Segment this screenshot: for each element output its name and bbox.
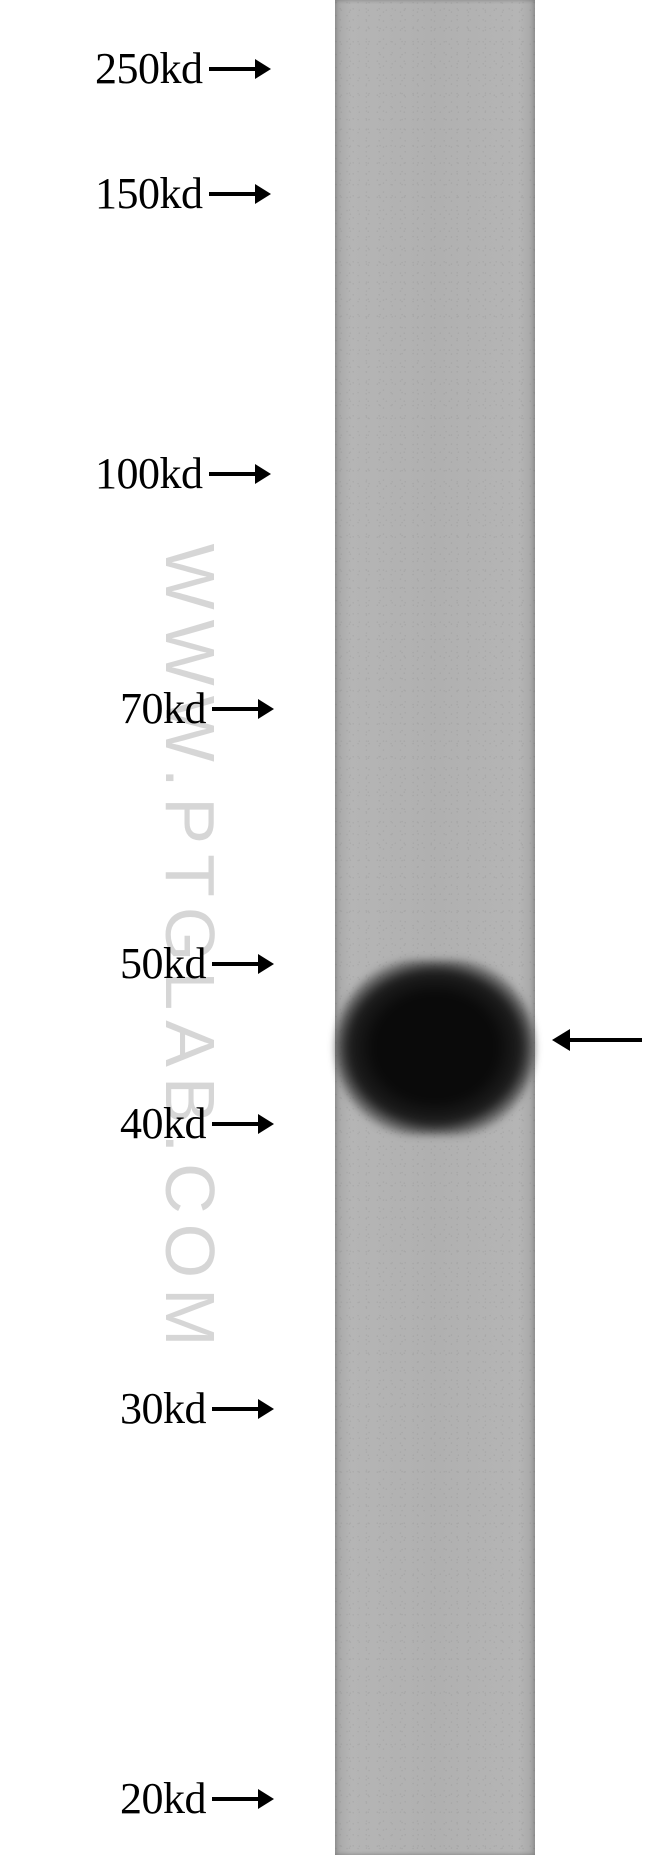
mw-marker-100: 100kd xyxy=(95,448,257,499)
lane-texture xyxy=(335,0,535,1855)
mw-marker-250: 250kd xyxy=(95,43,257,94)
arrow-right-icon xyxy=(209,192,257,196)
band-indicator-arrow xyxy=(552,1029,642,1051)
mw-label: 40kd xyxy=(120,1098,206,1149)
mw-label: 250kd xyxy=(95,43,203,94)
arrow-right-icon xyxy=(209,67,257,71)
mw-label: 50kd xyxy=(120,938,206,989)
mw-label: 70kd xyxy=(120,683,206,734)
mw-label: 20kd xyxy=(120,1773,206,1824)
arrow-right-icon xyxy=(212,962,260,966)
mw-marker-50: 50kd xyxy=(120,938,260,989)
protein-band xyxy=(335,960,535,1135)
mw-marker-150: 150kd xyxy=(95,168,257,219)
arrow-right-icon xyxy=(212,1407,260,1411)
arrow-shaft xyxy=(570,1038,642,1042)
mw-marker-20: 20kd xyxy=(120,1773,260,1824)
mw-label: 150kd xyxy=(95,168,203,219)
arrow-right-icon xyxy=(212,1797,260,1801)
mw-label: 30kd xyxy=(120,1383,206,1434)
mw-marker-30: 30kd xyxy=(120,1383,260,1434)
blot-figure: WWW.PTGLAB.COM 250kd150kd100kd70kd50kd40… xyxy=(0,0,650,1855)
mw-marker-70: 70kd xyxy=(120,683,260,734)
mw-marker-40: 40kd xyxy=(120,1098,260,1149)
mw-label: 100kd xyxy=(95,448,203,499)
gel-lane xyxy=(335,0,535,1855)
arrow-head-icon xyxy=(552,1029,570,1051)
arrow-right-icon xyxy=(209,472,257,476)
arrow-right-icon xyxy=(212,707,260,711)
arrow-right-icon xyxy=(212,1122,260,1126)
